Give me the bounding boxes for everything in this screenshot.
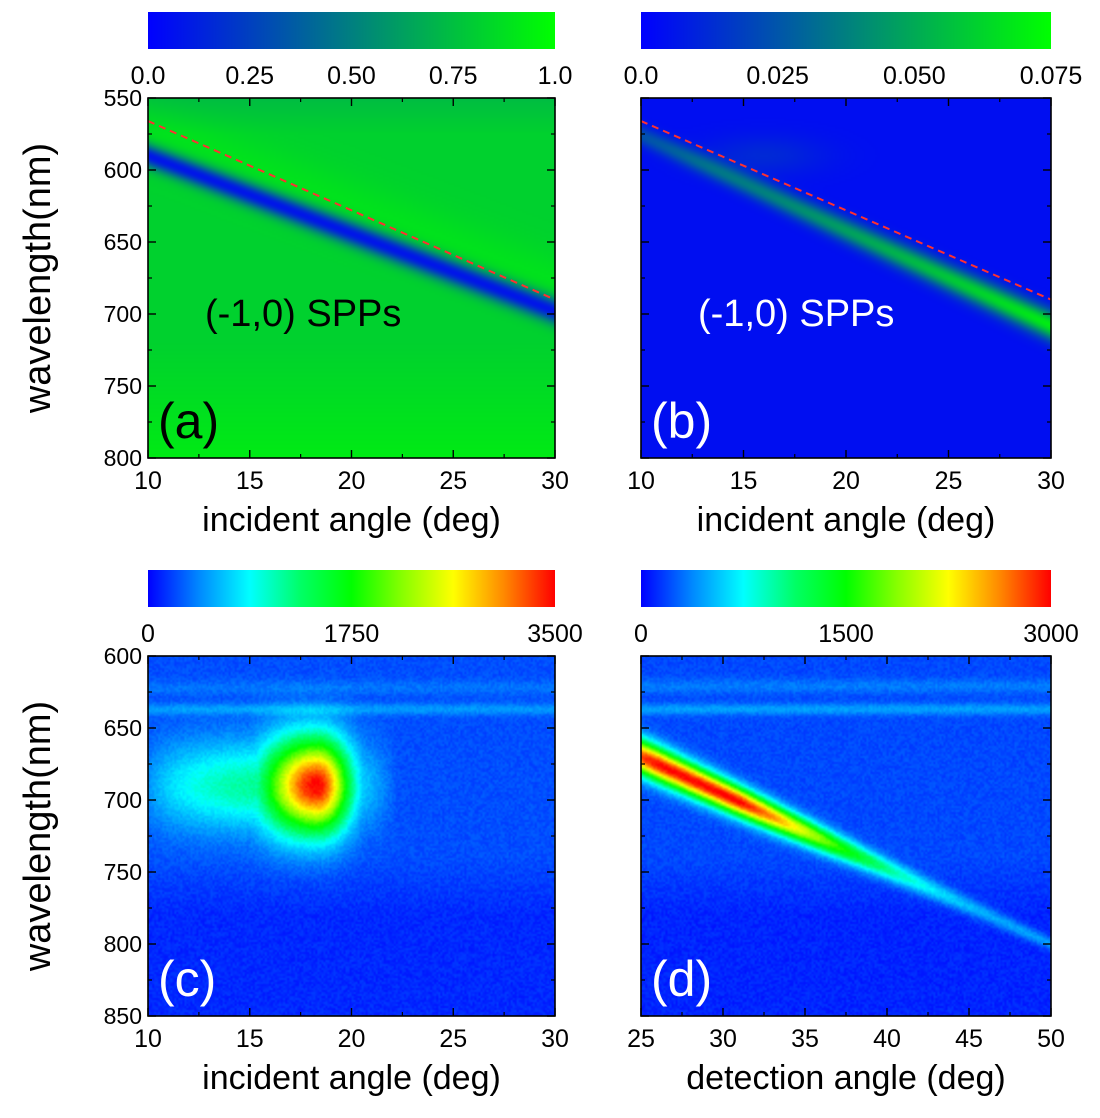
colorbar-d (641, 570, 1051, 607)
colorbar-tick-label-b: 0.0 (624, 62, 659, 90)
annotation-a: (-1,0) SPPs (205, 293, 401, 335)
x-tick-label-d: 50 (1037, 1025, 1065, 1053)
colorbar-tick-label-c: 0 (141, 620, 155, 648)
y-tick-label-a: 600 (104, 157, 142, 183)
y-tick-label-a: 800 (104, 445, 142, 471)
panel-label-d: (d) (651, 951, 712, 1007)
colorbar-tick-label-b: 0.075 (1020, 62, 1083, 90)
colorbar-c (148, 570, 555, 607)
panel-label-b: (b) (651, 393, 712, 449)
x-tick-label-a: 20 (338, 467, 366, 495)
y-tick-label-c: 850 (104, 1003, 142, 1029)
x-tick-label-d: 40 (873, 1025, 901, 1053)
dispersion-line-b (640, 120, 1052, 301)
colorbar-tick-label-c: 3500 (527, 620, 583, 648)
x-tick-label-d: 30 (709, 1025, 737, 1053)
heatmap-image-c (148, 656, 555, 1016)
x-tick-label-b: 20 (832, 467, 860, 495)
annotation-b: (-1,0) SPPs (698, 293, 894, 335)
y-tick-label-c: 800 (104, 931, 142, 957)
y-tick-label-a: 750 (104, 373, 142, 399)
colorbar-tick-label-b: 0.025 (746, 62, 809, 90)
x-tick-label-a: 25 (439, 467, 467, 495)
colorbar-tick-label-d: 1500 (818, 620, 874, 648)
x-tick-label-c: 20 (338, 1025, 366, 1053)
panel-b: 10 15 20 25 30 incident angle (deg) (b) (-1,0) … (624, 12, 1083, 539)
x-tick-label-b: 10 (627, 467, 655, 495)
x-tick-label-c: 25 (439, 1025, 467, 1053)
y-tick-label-a: 550 (104, 85, 142, 111)
x-tick-label-a: 30 (541, 467, 569, 495)
colorbar-b (641, 12, 1051, 49)
y-tick-label-a: 700 (104, 301, 142, 327)
colorbar-a (148, 12, 555, 49)
y-tick-label-c: 700 (104, 787, 142, 813)
x-tick-label-a: 10 (134, 467, 162, 495)
x-axis-label-a: incident angle (deg) (202, 501, 501, 539)
y-axis-label-c: wavelength(nm) (17, 701, 59, 972)
panel-label-c: (c) (158, 951, 216, 1007)
y-tick-label-a: 650 (104, 229, 142, 255)
x-axis-label-b: incident angle (deg) (697, 501, 996, 539)
y-tick-label-c: 650 (104, 715, 142, 741)
heatmap-image-b (641, 98, 1051, 458)
x-tick-label-c: 15 (236, 1025, 264, 1053)
dispersion-line-a (147, 120, 556, 301)
heatmap-image-d (641, 656, 1051, 1016)
x-tick-label-b: 15 (730, 467, 758, 495)
x-tick-label-c: 30 (541, 1025, 569, 1053)
colorbar-tick-label-c: 1750 (324, 620, 380, 648)
x-tick-label-b: 30 (1037, 467, 1065, 495)
y-tick-label-c: 750 (104, 859, 142, 885)
x-tick-label-c: 10 (134, 1025, 162, 1053)
y-axis-label-a: wavelength(nm) (17, 143, 59, 414)
x-tick-label-d: 45 (955, 1025, 983, 1053)
heatmap-image-a (148, 98, 555, 458)
panel-c: 10 15 20 25 30 600 650 700 750 800 850 incident ang… (17, 570, 583, 1097)
colorbar-tick-label-d: 3000 (1023, 620, 1079, 648)
x-tick-label-d: 35 (791, 1025, 819, 1053)
panel-d: 25 30 35 40 45 50 detection angle (deg) (d) 0 150… (627, 570, 1079, 1097)
panel-label-a: (a) (158, 393, 219, 449)
colorbar-tick-label-a: 0.50 (327, 62, 376, 90)
x-tick-label-d: 25 (627, 1025, 655, 1053)
colorbar-tick-label-a: 0.0 (131, 62, 166, 90)
x-tick-label-b: 25 (935, 467, 963, 495)
panel-a: 10 15 20 25 30 550 600 650 700 750 800 incident ang… (17, 12, 572, 539)
colorbar-tick-label-a: 1.0 (538, 62, 573, 90)
colorbar-tick-label-b: 0.050 (883, 62, 946, 90)
colorbar-tick-label-a: 0.75 (429, 62, 478, 90)
x-axis-label-d: detection angle (deg) (686, 1059, 1005, 1097)
colorbar-tick-label-a: 0.25 (225, 62, 274, 90)
colorbar-tick-label-d: 0 (634, 620, 648, 648)
x-axis-label-c: incident angle (deg) (202, 1059, 501, 1097)
x-tick-label-a: 15 (236, 467, 264, 495)
y-tick-label-c: 600 (104, 643, 142, 669)
